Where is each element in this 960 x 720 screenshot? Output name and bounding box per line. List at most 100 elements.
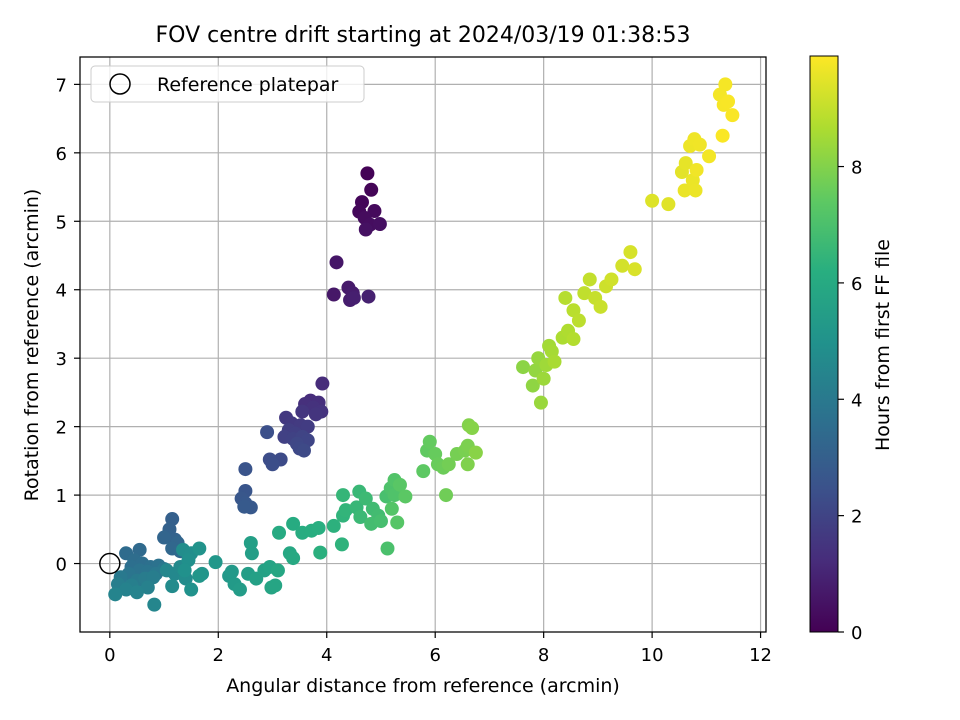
data-point (689, 162, 704, 177)
data-point (398, 489, 413, 504)
data-point (295, 404, 310, 419)
data-point (678, 156, 693, 171)
data-point (604, 272, 619, 287)
data-point (360, 166, 375, 181)
y-tick-label: 1 (56, 486, 67, 507)
data-point (296, 443, 311, 458)
data-point (384, 501, 399, 516)
y-axis-label: Rotation from reference (arcmin) (21, 189, 43, 502)
data-point (243, 536, 258, 551)
data-point (272, 525, 287, 540)
x-tick-label: 6 (429, 645, 440, 666)
data-point (146, 570, 161, 585)
data-point (392, 477, 407, 492)
reference-platepar-marker (99, 552, 121, 575)
data-point (353, 510, 368, 524)
data-point (661, 197, 676, 212)
data-point (177, 563, 192, 578)
data-point (468, 445, 483, 460)
legend-marker-reference (109, 73, 131, 95)
data-point (184, 582, 199, 597)
data-point (645, 193, 660, 208)
x-tick-label: 12 (749, 645, 772, 666)
data-point (422, 434, 437, 449)
colorbar-tick-label: 6 (851, 274, 862, 295)
data-point (326, 287, 341, 302)
data-point (416, 464, 431, 479)
data-point (688, 183, 703, 198)
data-point (547, 354, 562, 369)
data-point (238, 462, 253, 477)
data-point (536, 371, 551, 386)
data-point (270, 563, 285, 578)
x-tick-label: 2 (213, 645, 224, 666)
data-point (108, 587, 123, 602)
data-point (441, 457, 456, 472)
data-point (237, 499, 252, 514)
y-tick-label: 2 (56, 418, 67, 439)
data-point (571, 313, 586, 328)
colorbar-tick-label: 4 (851, 390, 862, 411)
data-point (208, 555, 223, 570)
data-point (725, 108, 740, 123)
y-tick-label: 5 (56, 212, 67, 233)
data-point (677, 183, 692, 198)
data-point (224, 564, 239, 579)
y-tick-label: 4 (56, 281, 67, 302)
data-point (329, 255, 344, 270)
y-tick-label: 0 (56, 555, 67, 576)
plot-border (79, 56, 767, 633)
data-point (358, 491, 373, 506)
data-point (260, 425, 275, 440)
data-point (615, 258, 630, 273)
data-point (558, 290, 573, 305)
data-point (358, 222, 373, 237)
chart-title: FOV centre drift starting at 2024/03/19 … (156, 23, 691, 48)
x-axis-label: Angular distance from reference (arcmin) (226, 675, 620, 697)
colorbar-tick-label: 2 (851, 507, 862, 528)
data-point (533, 395, 548, 410)
data-point (140, 580, 155, 595)
data-point (132, 542, 147, 557)
data-point (232, 582, 247, 597)
data-point (157, 530, 172, 545)
colorbar-ticks: 0 2 4 6 8 (838, 158, 862, 644)
data-point (313, 545, 328, 560)
data-point (387, 488, 402, 503)
data-point (692, 137, 707, 152)
data-point (465, 421, 480, 436)
data-point (286, 516, 301, 531)
data-point (718, 77, 733, 92)
data-point (311, 520, 326, 535)
legend-box (90, 65, 365, 103)
data-point (308, 407, 323, 422)
data-point (268, 578, 283, 593)
data-point (380, 541, 395, 556)
data-point (165, 579, 180, 594)
data-points (99, 77, 740, 612)
data-point (566, 332, 581, 347)
data-point (390, 515, 405, 530)
data-point (623, 245, 638, 260)
data-point (244, 546, 259, 561)
data-point (516, 360, 531, 375)
colorbar-gradient (809, 55, 839, 633)
colorbar-label: Hours from first FF file (872, 239, 894, 451)
x-tick-label: 0 (104, 645, 115, 666)
colorbar: 0 2 4 6 8 Hours from first FF file (809, 55, 894, 644)
data-point (373, 514, 388, 529)
x-tick-label: 8 (538, 645, 549, 666)
legend: Reference platepar (90, 65, 365, 103)
data-point (361, 289, 376, 304)
data-point (315, 376, 330, 391)
data-point (525, 378, 540, 393)
colorbar-tick-label: 0 (851, 623, 862, 644)
data-point (439, 488, 454, 503)
data-point (346, 290, 361, 305)
data-point (582, 272, 597, 287)
data-point (286, 551, 301, 566)
data-point (338, 503, 353, 518)
x-tick-label: 4 (321, 645, 332, 666)
